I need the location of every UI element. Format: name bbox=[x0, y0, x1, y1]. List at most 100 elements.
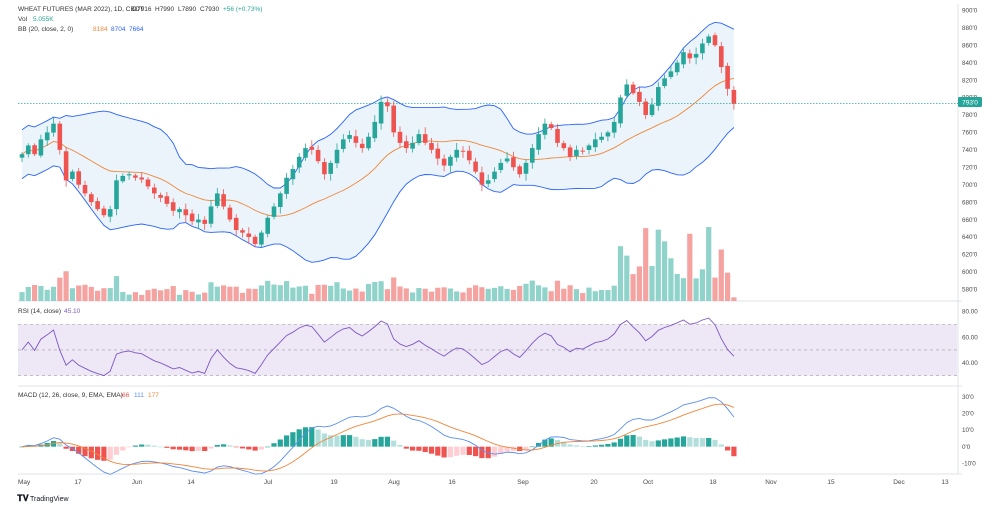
candle-body bbox=[467, 150, 472, 161]
candle-body bbox=[523, 162, 529, 174]
volume-bar bbox=[611, 285, 617, 301]
candle-body bbox=[624, 84, 630, 96]
macd-histogram-bar bbox=[580, 446, 586, 447]
volume-bar bbox=[63, 271, 69, 301]
macd-histogram-bar bbox=[57, 443, 63, 447]
candle-body bbox=[630, 84, 636, 94]
candle-body bbox=[145, 179, 151, 187]
macd-histogram-bar bbox=[693, 438, 699, 447]
candle-body bbox=[120, 175, 126, 182]
volume-bar bbox=[271, 284, 277, 301]
volume-bar bbox=[340, 288, 346, 301]
tradingview-brand: TradingView bbox=[30, 496, 69, 503]
volume-bar bbox=[510, 289, 516, 301]
volume-bar bbox=[529, 280, 535, 301]
volume-bar bbox=[636, 266, 642, 301]
macd-histogram-bar bbox=[441, 446, 447, 458]
macd-histogram-bar bbox=[725, 446, 731, 451]
candle-body bbox=[227, 207, 233, 220]
volume-bar bbox=[265, 280, 271, 301]
bb-upper-line bbox=[21, 21, 735, 189]
macd-histogram-bar bbox=[567, 444, 573, 447]
candle-body bbox=[687, 53, 693, 59]
candle-body bbox=[315, 149, 321, 162]
volume-bar bbox=[580, 293, 586, 301]
macd-histogram-bar bbox=[447, 446, 453, 458]
candle-body bbox=[76, 171, 81, 185]
volume-bar bbox=[630, 274, 636, 301]
volume-bar bbox=[227, 286, 233, 301]
candle-body bbox=[101, 208, 107, 216]
macd-histogram-bar bbox=[428, 446, 435, 454]
volume-bar bbox=[712, 277, 718, 301]
candle-body bbox=[712, 35, 718, 46]
candle-body bbox=[341, 139, 346, 149]
volume-bar bbox=[284, 281, 290, 301]
volume-value: 5.055K bbox=[33, 16, 54, 23]
time-axis-label: Jun bbox=[132, 479, 143, 486]
tradingview-logo[interactable]: 𝐓𝐕 TradingView bbox=[17, 493, 69, 503]
candle-body bbox=[347, 135, 352, 139]
macd-signal-value: 177 bbox=[148, 392, 159, 399]
macd-histogram-bar bbox=[195, 446, 201, 451]
candle-body bbox=[454, 149, 459, 158]
ohlc-close: C7930 bbox=[200, 6, 220, 13]
time-axis-label: May bbox=[18, 479, 31, 486]
macd-histogram-bar bbox=[296, 429, 302, 447]
macd-histogram-bar bbox=[170, 446, 176, 450]
volume-bar bbox=[189, 291, 195, 301]
volume-bar bbox=[183, 290, 189, 301]
macd-axis-tick: 20'0 bbox=[962, 411, 974, 418]
macd-histogram-bar bbox=[19, 446, 25, 448]
time-axis-label: 19 bbox=[330, 479, 338, 486]
candle-body bbox=[674, 62, 680, 73]
candle-body bbox=[177, 209, 182, 213]
time-axis-label: Dec bbox=[893, 479, 905, 486]
macd-label: MACD (12, 26, close, 9, EMA, EMA) bbox=[18, 392, 123, 399]
candle-body bbox=[265, 217, 270, 234]
volume-bar bbox=[441, 287, 447, 301]
volume-bar bbox=[693, 278, 699, 301]
volume-bar bbox=[208, 282, 214, 301]
price-axis-tick: 720'0 bbox=[962, 164, 978, 171]
candle-body bbox=[208, 206, 214, 224]
last-price-badge-text: 793'0 bbox=[962, 100, 978, 107]
volume-bar bbox=[19, 292, 25, 301]
volume-bar bbox=[605, 290, 611, 301]
candle-body bbox=[662, 78, 667, 87]
volume-bar bbox=[57, 277, 63, 301]
macd-histogram-bar bbox=[529, 446, 535, 448]
macd-histogram-bar bbox=[221, 444, 227, 447]
macd-histogram-bar bbox=[630, 435, 636, 447]
macd-histogram-bar bbox=[372, 439, 378, 447]
candle-body bbox=[656, 87, 661, 106]
time-axis-label: 16 bbox=[448, 479, 456, 486]
macd-histogram-bar bbox=[132, 445, 138, 447]
candle-body bbox=[366, 136, 371, 149]
macd-histogram-bar bbox=[315, 429, 321, 447]
macd-histogram-bar bbox=[491, 446, 498, 457]
price-axis-tick: 760'0 bbox=[962, 130, 978, 137]
macd-histogram-bar bbox=[403, 446, 409, 449]
volume-bar bbox=[706, 227, 712, 301]
ohlc-low: L7890 bbox=[178, 6, 196, 13]
macd-histogram-bar bbox=[397, 444, 403, 447]
time-axis-label: Jul bbox=[264, 479, 273, 486]
bb-lower-value: 7664 bbox=[129, 26, 144, 33]
macd-histogram-bar bbox=[88, 446, 94, 459]
candle-body bbox=[404, 141, 409, 149]
candle-body bbox=[561, 143, 567, 149]
macd-histogram-bar bbox=[498, 446, 504, 455]
macd-histogram-bar bbox=[227, 445, 233, 447]
candle-body bbox=[215, 193, 220, 206]
candle-body bbox=[271, 206, 277, 217]
volume-bar bbox=[491, 287, 498, 301]
candle-body bbox=[170, 202, 176, 211]
volume-bar bbox=[353, 288, 359, 301]
macd-histogram-bar bbox=[233, 446, 239, 448]
price-axis-tick: 600'0 bbox=[962, 269, 978, 276]
volume-bar bbox=[447, 288, 453, 301]
macd-line-value: 111 bbox=[134, 392, 144, 399]
